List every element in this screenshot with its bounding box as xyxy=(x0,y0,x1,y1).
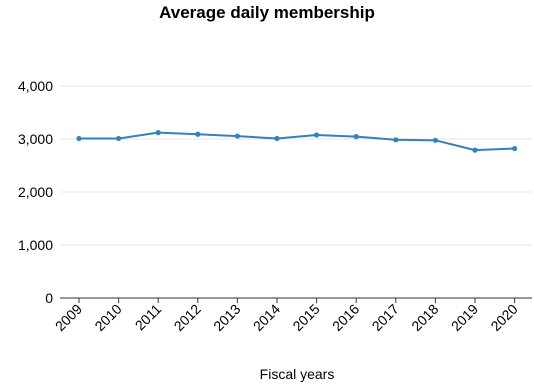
y-tick-label: 0 xyxy=(45,290,53,306)
data-point xyxy=(314,132,320,138)
x-tick-label: 2009 xyxy=(52,301,85,334)
x-tick-label: 2013 xyxy=(210,301,243,334)
chart-title: Average daily membership xyxy=(159,3,375,22)
data-point xyxy=(155,130,161,136)
x-tick-label: 2019 xyxy=(448,301,481,334)
x-tick-label: 2014 xyxy=(250,301,283,334)
x-axis-title: Fiscal years xyxy=(260,366,335,382)
data-point xyxy=(116,135,122,142)
data-point xyxy=(393,137,399,143)
y-tick-label: 4,000 xyxy=(18,78,53,94)
data-point xyxy=(353,134,359,140)
x-tick-label: 2015 xyxy=(289,301,322,334)
y-tick-label: 3,000 xyxy=(18,131,53,147)
x-tick-label: 2010 xyxy=(91,301,124,334)
data-point xyxy=(195,131,201,137)
data-point xyxy=(234,133,240,139)
x-tick-label: 2017 xyxy=(369,301,402,334)
y-tick-label: 1,000 xyxy=(18,237,53,253)
gridlines xyxy=(60,85,532,246)
x-tick-label: 2012 xyxy=(171,301,204,334)
data-point xyxy=(511,145,518,152)
x-tick-label: 2011 xyxy=(132,301,165,334)
series-line xyxy=(79,131,515,152)
data-point xyxy=(76,135,82,142)
y-tick-label: 2,000 xyxy=(18,184,53,200)
x-tick-label: 2018 xyxy=(408,301,441,334)
data-point xyxy=(472,147,478,153)
series-layer xyxy=(76,130,518,153)
data-point xyxy=(432,137,438,143)
x-tick-label: 2016 xyxy=(329,301,362,334)
data-point xyxy=(274,135,280,142)
x-tick-label: 2020 xyxy=(487,301,520,334)
